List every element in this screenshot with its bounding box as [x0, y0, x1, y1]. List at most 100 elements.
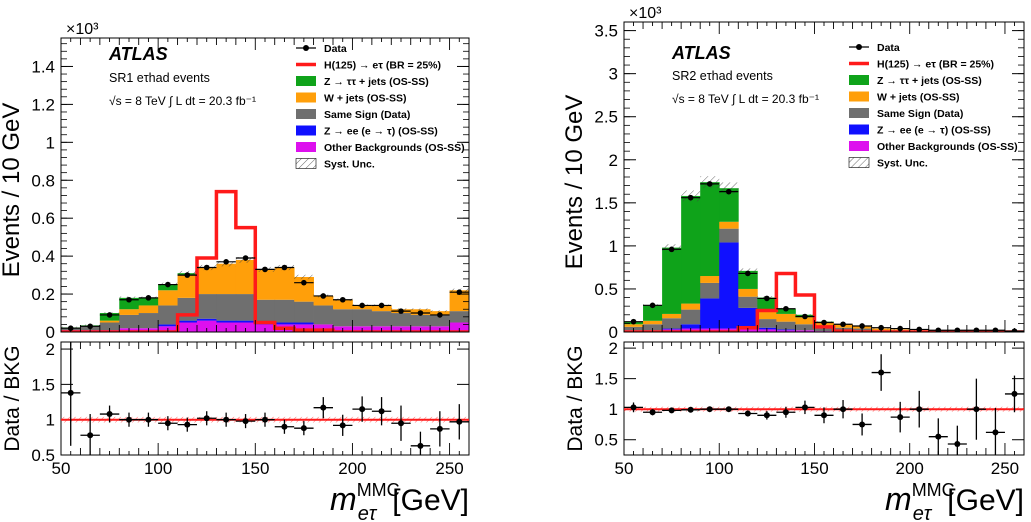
- right-ratio-point: [935, 433, 942, 440]
- right-data-point: [630, 318, 637, 325]
- legend-syst-label: Syst. Unc.: [877, 158, 928, 170]
- right-data-point: [821, 319, 827, 326]
- right-ratio-point: [630, 404, 637, 411]
- right-bar-ss: [662, 318, 682, 329]
- left-xlabel-sub: eτ: [358, 503, 378, 522]
- left-bar-zee: [158, 324, 178, 327]
- left-ylabel: Events / 10 GeV: [0, 103, 25, 278]
- legend-zee-swatch: [296, 125, 316, 136]
- left-ratio-point: [203, 415, 210, 422]
- right-ytick-label: 1: [609, 237, 618, 256]
- left-xtick-label: 150: [241, 459, 269, 478]
- left-data-point: [262, 266, 268, 273]
- left-data-point: [223, 259, 229, 265]
- left-legend-ss: Same Sign (Data): [296, 109, 410, 121]
- right-panel: 0 0.5 1 1.5 2 2.5 3 3.5 50 100 150 200 250 0.5 1 1.5 2 Ev…: [561, 5, 1025, 522]
- left-bar-zee: [235, 320, 256, 323]
- left-xlabel-sup: MMC: [357, 480, 400, 500]
- left-syst-band: [430, 310, 450, 312]
- left-exponent-label: ×10³: [66, 21, 99, 38]
- right-bar-ztt: [681, 195, 701, 304]
- right-bar-ztt: [719, 188, 739, 222]
- left-bar-wjets: [333, 299, 353, 310]
- left-bar-wjets: [99, 320, 120, 323]
- left-ratio-point: [67, 389, 74, 396]
- left-bar-ss: [216, 294, 237, 321]
- left-legend-syst: Syst. Unc.: [295, 158, 375, 171]
- right-bar-wjets: [681, 303, 701, 310]
- right-bar-wjets: [662, 313, 682, 319]
- legend-ztt-swatch: [296, 76, 316, 86]
- legend-syst-swatch: [295, 158, 317, 169]
- right-ratio-point: [668, 407, 675, 414]
- right-ratio-point: [1011, 390, 1018, 397]
- right-bar-zee: [700, 298, 720, 329]
- left-data-point: [339, 296, 346, 303]
- right-bar-ztt: [738, 270, 758, 289]
- right-legend-zee: Z → ee (e → τ) (OS-SS): [849, 124, 991, 137]
- left-bar-wjets: [216, 263, 237, 295]
- legend-other-swatch: [849, 141, 869, 151]
- left-bar-other: [235, 322, 256, 332]
- left-data-point: [126, 296, 132, 303]
- left-bar-zee: [216, 320, 237, 323]
- right-ratio-frame: [623, 341, 1025, 456]
- left-bar-zee: [177, 320, 198, 323]
- right-ytick-label: 2.5: [594, 108, 618, 127]
- legend-data-marker: [856, 44, 862, 50]
- left-data-point: [281, 264, 288, 271]
- left-bar-zee: [274, 322, 295, 325]
- left-ratio-point: [436, 425, 443, 432]
- left-bar-ztt: [119, 297, 140, 310]
- right-bar-ztt: [662, 247, 682, 314]
- left-ratio-point: [164, 420, 171, 427]
- legend-signal-label: H(125) → eτ (BR = 25%): [877, 59, 994, 71]
- legend-ztt-label: Z → ττ + jets (OS-SS): [877, 75, 982, 87]
- right-rtick-label: 1: [609, 400, 618, 419]
- legend-other-label: Other Backgrounds (OS-SS): [324, 142, 465, 154]
- legend-ss-label: Same Sign (Data): [324, 109, 410, 121]
- right-ratio-ylabel: Data / BKG: [564, 345, 587, 451]
- left-data-point: [145, 295, 152, 301]
- left-xlabel: mMMC eτ [GeV]: [330, 480, 469, 522]
- right-bar-zee: [719, 242, 739, 329]
- left-bar-wjets: [235, 259, 256, 295]
- right-xlabel: mMMC eτ [GeV]: [885, 480, 1024, 522]
- right-xtick-label: 100: [705, 459, 733, 478]
- left-xtick-label: 250: [435, 459, 463, 478]
- left-xlabel-unit: [GeV]: [392, 484, 469, 517]
- left-region-label: SR1 eτhad events: [109, 71, 210, 85]
- left-ratio-point: [262, 416, 268, 423]
- right-bar-ss: [700, 282, 720, 299]
- right-bar-wjets: [795, 317, 815, 325]
- right-data-point: [783, 305, 789, 312]
- left-bar-ss: [197, 294, 217, 319]
- left-bar-other: [449, 322, 469, 332]
- right-data-point: [668, 246, 675, 253]
- right-ratio-point: [725, 406, 732, 413]
- left-rtick-label: 1.5: [31, 375, 55, 394]
- left-bar-ss: [274, 299, 295, 323]
- right-ratio-point: [992, 429, 999, 436]
- left-bar-zee: [294, 322, 314, 325]
- right-legend-data: Data: [849, 42, 900, 54]
- right-ratio-point: [744, 410, 751, 417]
- right-xtick-label: 50: [615, 459, 634, 478]
- right-ytick-label: 0: [609, 323, 618, 342]
- left-legend-zee: Z → ee (e → τ) (OS-SS): [296, 125, 438, 138]
- left-bar-ztt: [138, 297, 159, 306]
- left-ratio-frame: [60, 341, 470, 456]
- left-bar-ss: [313, 305, 334, 325]
- right-rtick-label: 1.5: [594, 370, 618, 389]
- left-bar-wjets: [177, 275, 198, 298]
- left-xtick-label: 50: [52, 459, 71, 478]
- right-xtick-label: 200: [896, 459, 924, 478]
- legend-ztt-label: Z → ττ + jets (OS-SS): [324, 76, 429, 88]
- right-xtick-label: 250: [991, 459, 1019, 478]
- legend-zee-label: Z → ee (e → τ) (OS-SS): [877, 125, 991, 137]
- right-legend-ss: Same Sign (Data): [849, 108, 963, 120]
- left-bar-ss: [119, 314, 140, 329]
- legend-data-label: Data: [324, 43, 347, 55]
- right-data-point: [764, 295, 770, 302]
